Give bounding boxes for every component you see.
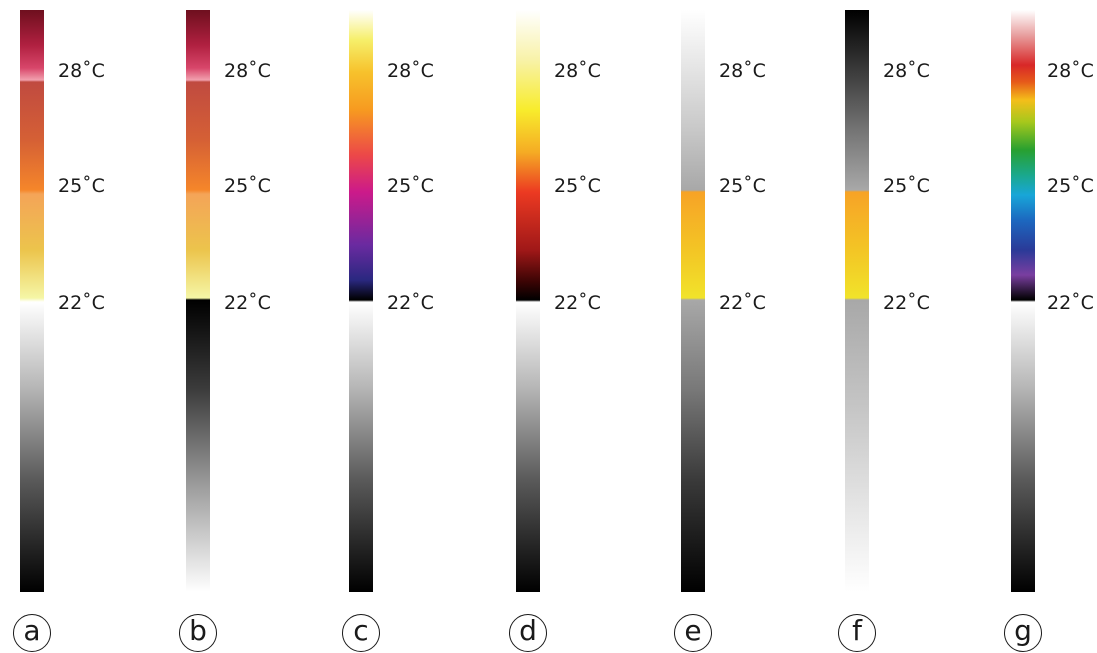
tick-label-25: 25˚C <box>224 175 271 197</box>
panel-letter-d: d <box>509 614 547 652</box>
tick-label-25: 25˚C <box>387 175 434 197</box>
tick-label-22: 22˚C <box>719 292 766 314</box>
panel-letter-g: g <box>1004 614 1042 652</box>
tick-label-25: 25˚C <box>58 175 105 197</box>
panel-letter-f: f <box>838 614 876 652</box>
color-scale-d <box>516 10 540 592</box>
color-scale-b <box>186 10 210 592</box>
gradient-bar-c <box>349 10 373 592</box>
tick-label-28: 28˚C <box>224 60 271 82</box>
tick-label-25: 25˚C <box>719 175 766 197</box>
panel-letter-c: c <box>342 614 380 652</box>
tick-label-22: 22˚C <box>883 292 930 314</box>
tick-label-28: 28˚C <box>554 60 601 82</box>
panel-letter-e: e <box>674 614 712 652</box>
gradient-bar-b <box>186 10 210 592</box>
panel-letter-b: b <box>179 614 217 652</box>
tick-label-22: 22˚C <box>224 292 271 314</box>
tick-label-25: 25˚C <box>554 175 601 197</box>
gradient-bar-e <box>681 10 705 592</box>
tick-label-22: 22˚C <box>1047 292 1094 314</box>
color-scale-a <box>20 10 44 592</box>
color-scale-f <box>845 10 869 592</box>
color-scale-c <box>349 10 373 592</box>
tick-label-28: 28˚C <box>58 60 105 82</box>
tick-label-22: 22˚C <box>554 292 601 314</box>
tick-label-22: 22˚C <box>58 292 105 314</box>
color-scale-g <box>1011 10 1035 592</box>
tick-label-28: 28˚C <box>883 60 930 82</box>
gradient-bar-d <box>516 10 540 592</box>
panel-letter-a: a <box>13 614 51 652</box>
tick-label-28: 28˚C <box>387 60 434 82</box>
tick-label-25: 25˚C <box>1047 175 1094 197</box>
gradient-bar-g <box>1011 10 1035 592</box>
tick-label-28: 28˚C <box>719 60 766 82</box>
tick-label-25: 25˚C <box>883 175 930 197</box>
gradient-bar-a <box>20 10 44 592</box>
color-scale-e <box>681 10 705 592</box>
tick-label-28: 28˚C <box>1047 60 1094 82</box>
gradient-bar-f <box>845 10 869 592</box>
tick-label-22: 22˚C <box>387 292 434 314</box>
